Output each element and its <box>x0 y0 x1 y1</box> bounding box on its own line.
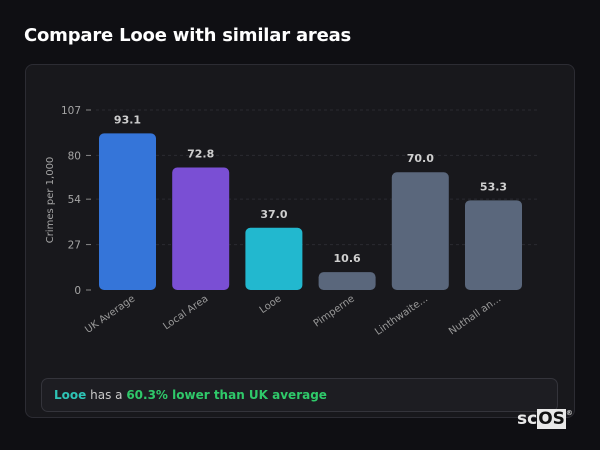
bar <box>465 200 522 290</box>
summary-box: Looe has a 60.3% lower than UK average <box>41 378 558 412</box>
x-tick-label: Pimperne <box>312 293 357 329</box>
summary-middle: has a <box>90 388 123 402</box>
y-axis-label: Crimes per 1,000 <box>45 157 56 244</box>
summary-place: Looe <box>54 388 87 402</box>
bar <box>391 172 449 290</box>
y-tick-label: 0 <box>74 285 81 297</box>
bar-value-label: 93.1 <box>114 113 141 126</box>
y-tick-label: 54 <box>68 194 82 206</box>
bar <box>99 133 156 290</box>
page-title: Compare Looe with similar areas <box>24 25 352 46</box>
bar-value-label: 53.3 <box>480 180 507 193</box>
bar-value-label: 10.6 <box>334 252 361 265</box>
x-tick-label: UK Average <box>83 293 137 335</box>
bar <box>172 167 230 290</box>
x-tick-label: Local Area <box>161 293 210 332</box>
summary-comparison: 60.3% lower than UK average <box>126 388 327 402</box>
y-tick-label: 80 <box>68 150 81 162</box>
x-tick-label: Nuthall an... <box>447 293 503 337</box>
scos-logo: scOS® <box>517 409 573 429</box>
bar-value-label: 37.0 <box>260 208 287 221</box>
bar-value-label: 70.0 <box>407 152 434 165</box>
x-tick-label: Looe <box>258 293 284 316</box>
y-tick-label: 107 <box>61 105 81 117</box>
y-tick-label: 27 <box>68 240 81 252</box>
bar <box>245 227 303 290</box>
x-tick-label: Linthwaite... <box>373 293 430 337</box>
bar-value-label: 72.8 <box>187 148 214 161</box>
bar <box>318 272 376 290</box>
